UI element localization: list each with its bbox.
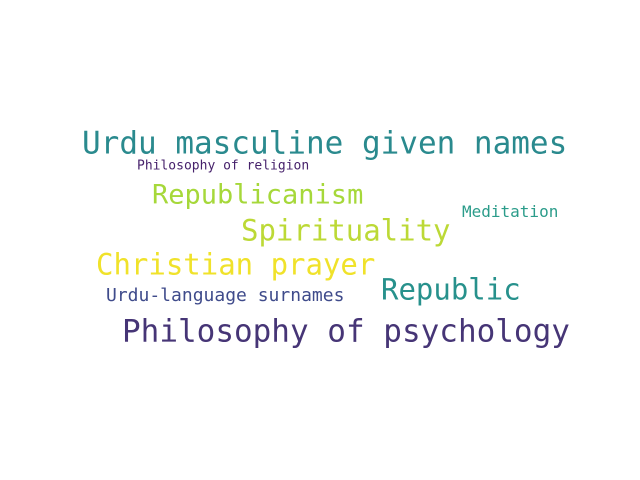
word-philosophy-of-psychology: Philosophy of psychology [122,313,570,350]
word-urdu-language-surnames: Urdu-language surnames [106,285,345,306]
word-philosophy-of-religion: Philosophy of religion [137,158,310,174]
word-spirituality: Spirituality [241,213,451,248]
word-republic: Republic [381,272,521,307]
word-urdu-masculine-given-names: Urdu masculine given names [82,125,568,162]
word-meditation: Meditation [462,202,559,221]
word-christian-prayer: Christian prayer [96,247,376,282]
word-republicanism: Republicanism [152,179,364,211]
